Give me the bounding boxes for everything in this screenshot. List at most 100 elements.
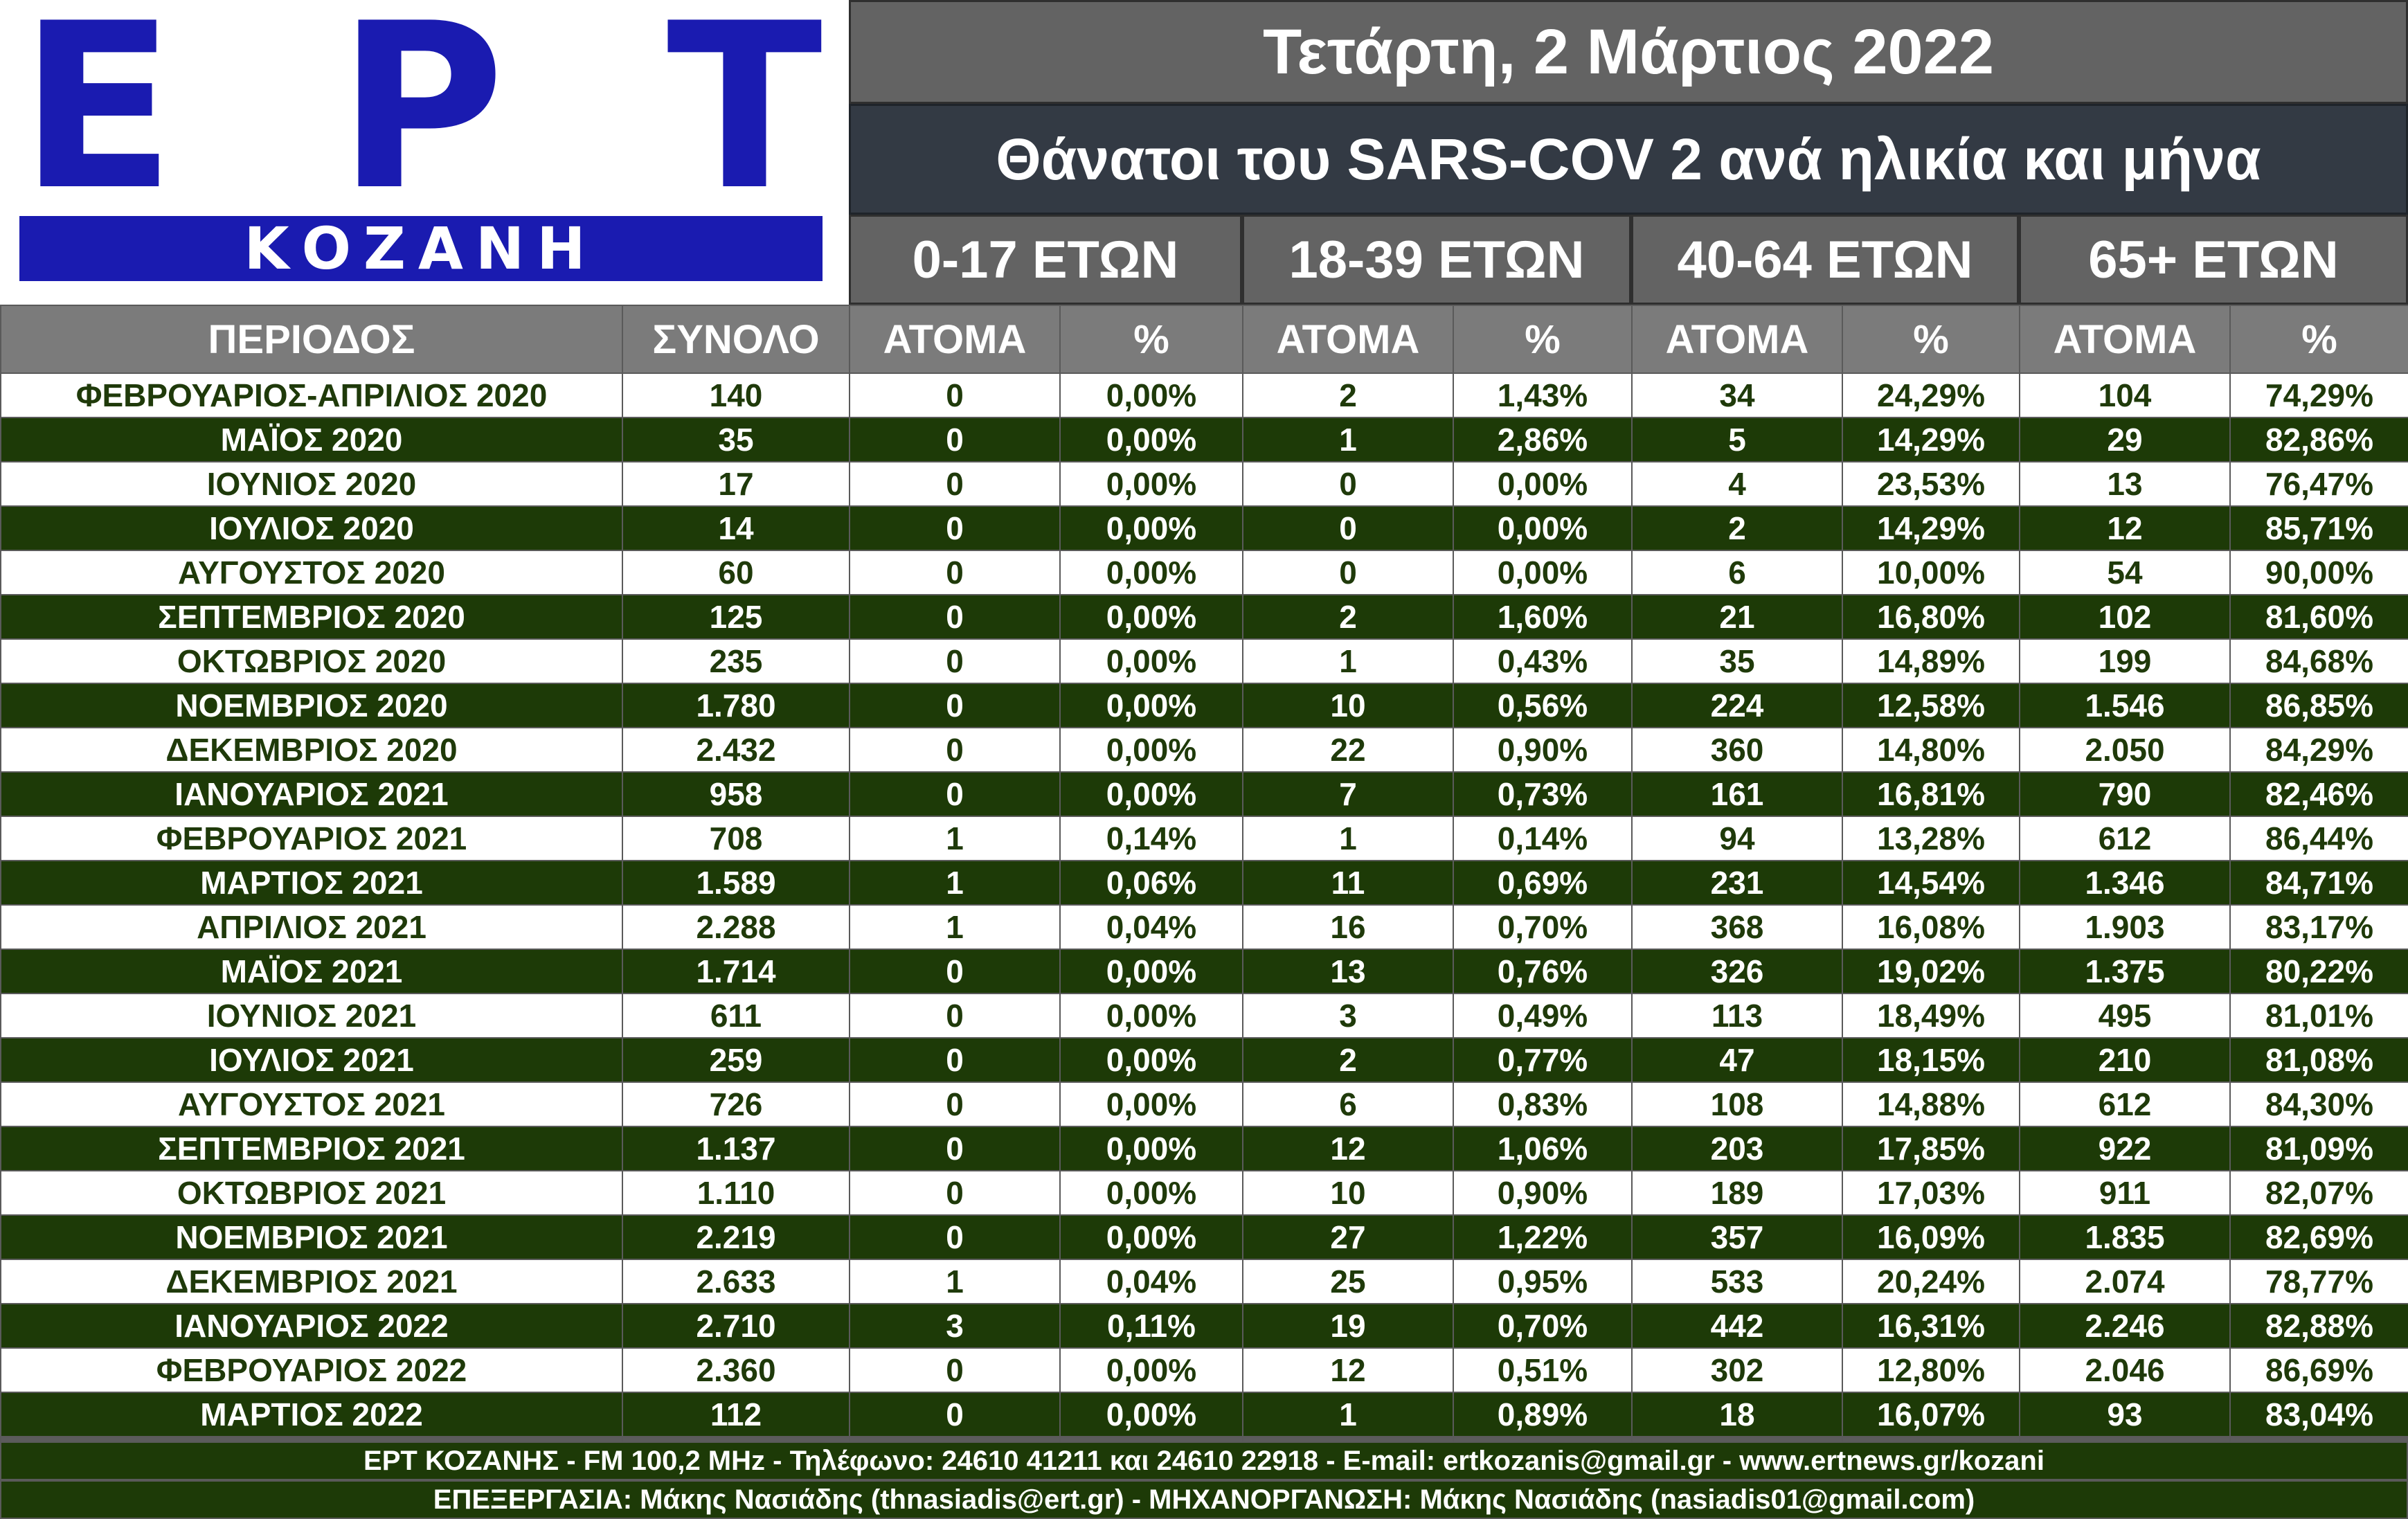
cell-period: ΑΥΓΟΥΣΤΟΣ 2020 <box>0 550 623 595</box>
table-row: ΦΕΒΡΟΥΑΡΙΟΣ-ΑΠΡΙΛΙΟΣ 2020 140 0 0,00% 2 1,43%… <box>0 372 2408 418</box>
cell-count-18-39: 1 <box>1242 638 1454 684</box>
cell-pct-40-64: 14,80% <box>1842 727 2020 773</box>
table-row: ΜΑΪΟΣ 2021 1.714 0 0,00% 13 0,76% 326 19,02% 1.3… <box>0 949 2408 994</box>
footer-credits: ΕΠΕΞΕΡΓΑΣΙΑ: Μάκης Νασιάδης (thnasiadis@… <box>0 1480 2408 1519</box>
cell-pct-40-64: 14,29% <box>1842 505 2020 551</box>
cell-pct-0-17: 0,04% <box>1059 904 1243 950</box>
cell-period: ΙΟΥΛΙΟΣ 2020 <box>0 505 623 551</box>
cell-period: ΣΕΠΤΕΜΒΡΙΟΣ 2021 <box>0 1126 623 1171</box>
cell-count-65-plus: 790 <box>2019 771 2231 817</box>
table-row: ΙΑΝΟΥΑΡΙΟΣ 2021 958 0 0,00% 7 0,73% 161 16,81% 7… <box>0 771 2408 817</box>
cell-pct-18-39: 0,49% <box>1453 993 1633 1039</box>
cell-count-18-39: 1 <box>1242 1392 1454 1437</box>
cell-pct-0-17: 0,00% <box>1059 594 1243 640</box>
cell-total: 1.714 <box>622 949 850 994</box>
cell-pct-65-plus: 81,09% <box>2229 1126 2408 1171</box>
cell-total: 60 <box>622 550 850 595</box>
table-row: ΙΟΥΛΙΟΣ 2021 259 0 0,00% 2 0,77% 47 18,15% 210 81… <box>0 1037 2408 1083</box>
cell-count-0-17: 0 <box>849 949 1061 994</box>
cell-pct-65-plus: 83,04% <box>2229 1392 2408 1437</box>
cell-pct-65-plus: 76,47% <box>2229 461 2408 507</box>
cell-pct-18-39: 0,89% <box>1453 1392 1633 1437</box>
cell-count-0-17: 0 <box>849 771 1061 817</box>
cell-count-18-39: 3 <box>1242 993 1454 1039</box>
cell-total: 112 <box>622 1392 850 1437</box>
cell-pct-40-64: 17,03% <box>1842 1170 2020 1216</box>
cell-count-40-64: 18 <box>1631 1392 1843 1437</box>
cell-count-0-17: 0 <box>849 993 1061 1039</box>
cell-count-65-plus: 911 <box>2019 1170 2231 1216</box>
cell-period: ΑΠΡΙΛΙΟΣ 2021 <box>0 904 623 950</box>
date-header: Τετάρτη, 2 Μάρτιος 2022 <box>849 0 2408 104</box>
cell-total: 2.432 <box>622 727 850 773</box>
cell-count-18-39: 0 <box>1242 550 1454 595</box>
logo-letter-1: Ε <box>19 0 176 240</box>
cell-pct-18-39: 1,60% <box>1453 594 1633 640</box>
col-header-total: ΣΥΝΟΛΟ <box>622 305 850 374</box>
table-row: ΜΑΡΤΙΟΣ 2022 112 0 0,00% 1 0,89% 18 16,07% 93 83,… <box>0 1392 2408 1437</box>
cell-count-0-17: 0 <box>849 417 1061 462</box>
cell-total: 259 <box>622 1037 850 1083</box>
table-row: ΑΠΡΙΛΙΟΣ 2021 2.288 1 0,04% 16 0,70% 368 16,08%… <box>0 904 2408 950</box>
cell-pct-65-plus: 82,88% <box>2229 1303 2408 1349</box>
cell-pct-40-64: 23,53% <box>1842 461 2020 507</box>
cell-pct-40-64: 14,88% <box>1842 1081 2020 1127</box>
cell-count-65-plus: 54 <box>2019 550 2231 595</box>
cell-count-40-64: 161 <box>1631 771 1843 817</box>
cell-pct-0-17: 0,00% <box>1059 1170 1243 1216</box>
cell-pct-0-17: 0,00% <box>1059 505 1243 551</box>
cell-total: 125 <box>622 594 850 640</box>
cell-pct-40-64: 10,00% <box>1842 550 2020 595</box>
cell-pct-65-plus: 74,29% <box>2229 372 2408 418</box>
cell-count-65-plus: 12 <box>2019 505 2231 551</box>
col-header-pct-18-39: % <box>1453 305 1633 374</box>
cell-period: ΙΟΥΝΙΟΣ 2020 <box>0 461 623 507</box>
cell-count-0-17: 0 <box>849 550 1061 595</box>
cell-count-65-plus: 104 <box>2019 372 2231 418</box>
cell-period: ΔΕΚΕΜΒΡΙΟΣ 2020 <box>0 727 623 773</box>
cell-total: 958 <box>622 771 850 817</box>
cell-count-65-plus: 495 <box>2019 993 2231 1039</box>
table-row: ΔΕΚΕΜΒΡΙΟΣ 2021 2.633 1 0,04% 25 0,95% 533 20,2… <box>0 1259 2408 1304</box>
cell-count-0-17: 1 <box>849 1259 1061 1304</box>
cell-pct-0-17: 0,00% <box>1059 372 1243 418</box>
cell-count-65-plus: 1.903 <box>2019 904 2231 950</box>
cell-period: ΙΑΝΟΥΑΡΙΟΣ 2021 <box>0 771 623 817</box>
cell-total: 140 <box>622 372 850 418</box>
cell-pct-40-64: 16,08% <box>1842 904 2020 950</box>
logo-city-bar: ΚΟΖΑΝΗ <box>19 215 823 282</box>
deaths-table: ΠΕΡΙΟΔΟΣ ΣΥΝΟΛΟ ΑΤΟΜΑ % ΑΤΟΜΑ % ΑΤΟΜΑ % … <box>0 305 2408 1482</box>
col-header-period: ΠΕΡΙΟΔΟΣ <box>0 305 623 374</box>
cell-total: 1.110 <box>622 1170 850 1216</box>
cell-count-18-39: 0 <box>1242 505 1454 551</box>
cell-pct-18-39: 0,14% <box>1453 816 1633 861</box>
cell-count-40-64: 6 <box>1631 550 1843 595</box>
cell-period: ΦΕΒΡΟΥΑΡΙΟΣ-ΑΠΡΙΛΙΟΣ 2020 <box>0 372 623 418</box>
cell-total: 235 <box>622 638 850 684</box>
cell-count-0-17: 0 <box>849 683 1061 728</box>
cell-pct-18-39: 0,56% <box>1453 683 1633 728</box>
cell-pct-18-39: 0,90% <box>1453 727 1633 773</box>
cell-pct-65-plus: 86,69% <box>2229 1347 2408 1393</box>
cell-pct-65-plus: 84,29% <box>2229 727 2408 773</box>
table-row: ΜΑΪΟΣ 2020 35 0 0,00% 1 2,86% 5 14,29% 29 82,86% <box>0 417 2408 462</box>
cell-count-0-17: 1 <box>849 816 1061 861</box>
cell-count-65-plus: 1.375 <box>2019 949 2231 994</box>
cell-pct-40-64: 12,58% <box>1842 683 2020 728</box>
cell-period: ΜΑΪΟΣ 2020 <box>0 417 623 462</box>
cell-count-18-39: 2 <box>1242 1037 1454 1083</box>
col-header-pct-40-64: % <box>1842 305 2020 374</box>
cell-count-0-17: 1 <box>849 860 1061 906</box>
cell-pct-18-39: 0,70% <box>1453 904 1633 950</box>
cell-total: 17 <box>622 461 850 507</box>
cell-count-0-17: 3 <box>849 1303 1061 1349</box>
col-header-count-40-64: ΑΤΟΜΑ <box>1631 305 1843 374</box>
cell-count-0-17: 0 <box>849 505 1061 551</box>
table-row: ΝΟΕΜΒΡΙΟΣ 2020 1.780 0 0,00% 10 0,56% 224 12,58… <box>0 683 2408 728</box>
cell-count-18-39: 2 <box>1242 372 1454 418</box>
cell-count-18-39: 12 <box>1242 1126 1454 1171</box>
cell-pct-65-plus: 82,46% <box>2229 771 2408 817</box>
cell-pct-18-39: 0,77% <box>1453 1037 1633 1083</box>
table-row: ΙΟΥΝΙΟΣ 2020 17 0 0,00% 0 0,00% 4 23,53% 13 76,47… <box>0 461 2408 507</box>
table-row: ΦΕΒΡΟΥΑΡΙΟΣ 2022 2.360 0 0,00% 12 0,51% 302 12,… <box>0 1347 2408 1393</box>
